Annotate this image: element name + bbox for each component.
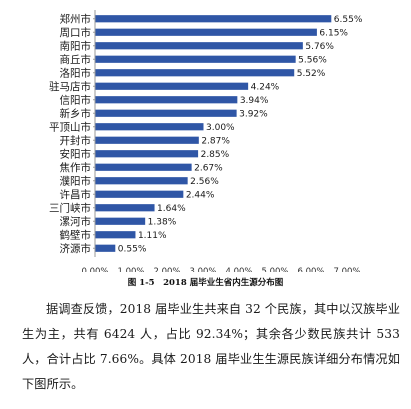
value-label: 5.76% [305, 42, 334, 52]
bar [95, 163, 192, 171]
body-paragraph: 据调查反馈，2018 届毕业生共来自 32 个民族，其中以汉族毕业生为主，共有 … [22, 302, 400, 391]
value-label: 3.94% [240, 96, 269, 106]
category-label: 驻马店市 [49, 80, 91, 93]
x-tick-label: 0.00% [81, 267, 108, 272]
x-tick-label: 3.00% [189, 267, 216, 272]
value-label: 6.15% [319, 29, 348, 39]
category-label: 漯河市 [60, 215, 92, 228]
bar [95, 69, 295, 77]
category-label: 焦作市 [60, 161, 92, 174]
bar [95, 231, 136, 239]
value-label: 5.56% [298, 56, 327, 66]
value-label: 1.64% [157, 204, 186, 214]
category-label: 商丘市 [60, 53, 92, 66]
bar [95, 82, 249, 90]
value-label: 2.56% [190, 177, 219, 187]
bar [95, 15, 332, 23]
x-tick-label: 7.00% [333, 267, 360, 272]
bar-chart: 郑州市 6.55% 周口市 6.15% 南阳市 5.76% 商丘市 5.56% 洛阳市 5.52%… [49, 10, 363, 272]
x-tick-label: 1.00% [117, 267, 144, 272]
value-label: 0.55% [118, 245, 147, 255]
x-tick-label: 2.00% [153, 267, 180, 272]
value-label: 5.52% [297, 69, 326, 79]
category-label: 许昌市 [60, 188, 92, 201]
category-label: 新乡市 [60, 107, 92, 120]
bar [95, 96, 238, 104]
category-label: 南阳市 [60, 39, 92, 52]
value-label: 2.44% [186, 191, 215, 201]
value-label: 2.87% [201, 137, 230, 147]
x-tick-label: 6.00% [297, 267, 324, 272]
bar [95, 204, 155, 212]
bar [95, 109, 237, 117]
bar [95, 55, 296, 63]
category-label: 郑州市 [60, 12, 92, 25]
x-tick-label: 4.00% [225, 267, 252, 272]
bar [95, 217, 146, 225]
figure-caption: 图 1-5 2018 届毕业生省内生源分布图 [127, 278, 284, 288]
value-label: 4.24% [251, 83, 280, 93]
x-tick-label: 5.00% [261, 267, 288, 272]
bar [95, 150, 199, 158]
bar [95, 42, 303, 50]
value-label: 2.67% [194, 164, 223, 174]
category-label: 开封市 [60, 134, 92, 147]
value-label: 1.38% [148, 218, 177, 228]
category-label: 济源市 [60, 242, 92, 255]
value-label: 6.55% [334, 15, 363, 25]
bar [95, 123, 204, 131]
value-label: 3.00% [206, 123, 235, 133]
category-label: 洛阳市 [60, 66, 92, 79]
bar [95, 28, 317, 36]
category-label: 安阳市 [60, 147, 92, 160]
bar [95, 136, 199, 144]
bar [95, 244, 116, 252]
category-label: 周口市 [60, 26, 92, 39]
value-label: 2.85% [201, 150, 230, 160]
value-label: 3.92% [239, 110, 268, 120]
category-label: 濮阳市 [60, 174, 92, 187]
category-label: 三门峡市 [49, 201, 91, 214]
value-label: 1.11% [138, 231, 167, 241]
category-label: 信阳市 [60, 93, 92, 106]
category-label: 鹤壁市 [60, 228, 92, 241]
bar [95, 177, 188, 185]
bar [95, 190, 184, 198]
category-label: 平顶山市 [49, 120, 91, 133]
